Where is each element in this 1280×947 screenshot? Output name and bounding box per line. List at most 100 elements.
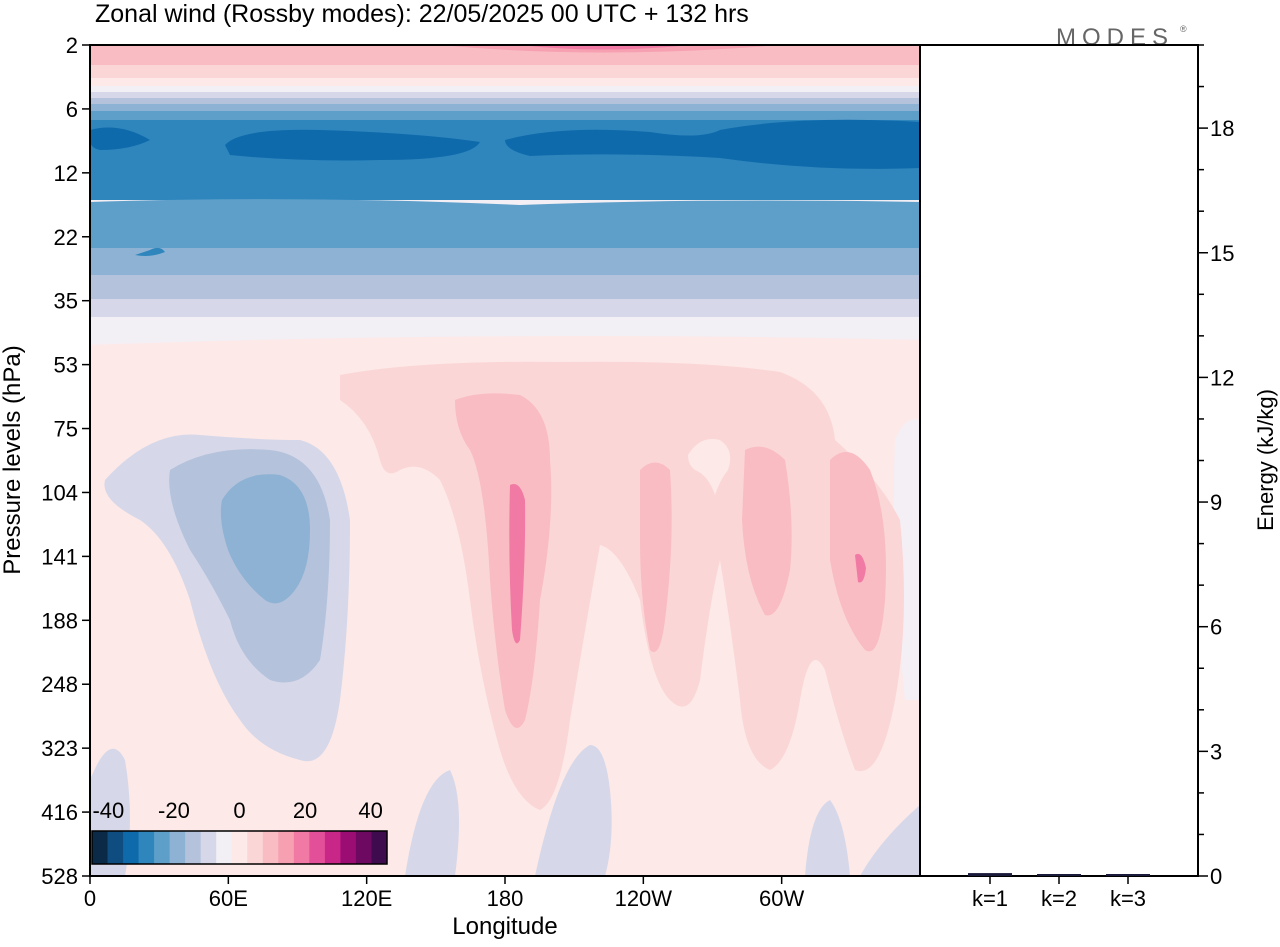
energy-category-label: k=1 xyxy=(972,886,1008,911)
x-tick-label: 60W xyxy=(759,886,804,911)
y-tick-label: 141 xyxy=(41,544,78,569)
colorbar-swatch xyxy=(216,831,233,864)
contour-band xyxy=(90,299,920,317)
energy-category-label: k=3 xyxy=(1110,886,1146,911)
colorbar-swatch xyxy=(309,831,326,864)
contour-band xyxy=(90,65,920,78)
colorbar-swatch xyxy=(185,831,202,864)
contour-band xyxy=(90,248,920,275)
contour-band xyxy=(640,462,672,652)
colorbar-swatch xyxy=(169,831,186,864)
energy-tick-label: 3 xyxy=(1210,739,1222,764)
contour-band xyxy=(860,805,920,876)
contour-band xyxy=(90,78,920,86)
colorbar-tick-label: -20 xyxy=(158,798,190,823)
y-tick-label: 323 xyxy=(41,736,78,761)
energy-tick-label: 9 xyxy=(1210,490,1222,515)
x-axis: 0 60E 120E 180 120W 60W xyxy=(84,876,805,911)
energy-bar xyxy=(1106,874,1150,876)
contour-band xyxy=(90,111,920,120)
contour-band xyxy=(90,45,920,65)
contour-band xyxy=(225,129,480,161)
colorbar-tick-label: 20 xyxy=(293,798,317,823)
colorbar-swatch xyxy=(371,831,388,864)
colorbar-swatch xyxy=(262,831,279,864)
zonal-wind-contour-field xyxy=(90,45,920,876)
modes-logo: MODES xyxy=(1056,24,1174,51)
x-tick-label: 60E xyxy=(209,886,248,911)
energy-panel-frame xyxy=(919,44,1199,877)
contour-band xyxy=(855,553,866,583)
colorbar-swatch xyxy=(231,831,248,864)
x-tick-label: 0 xyxy=(84,886,96,911)
colorbar-swatch xyxy=(293,831,310,864)
x-tick-label: 120E xyxy=(341,886,392,911)
colorbar-swatch xyxy=(278,831,295,864)
colorbar-swatch xyxy=(200,831,217,864)
colorbar-swatch xyxy=(138,831,155,864)
contour-band xyxy=(90,86,920,92)
colorbar-frame xyxy=(91,830,388,865)
energy-tick-label: 15 xyxy=(1210,241,1234,266)
energy-bar xyxy=(968,873,1012,876)
energy-tick-label: 6 xyxy=(1210,615,1222,640)
y-tick-label: 53 xyxy=(54,353,78,378)
y-tick-label: 188 xyxy=(41,608,78,633)
colorbar-tick-label: 0 xyxy=(233,798,245,823)
contour-band xyxy=(520,45,690,50)
y-axis-label: Pressure levels (hPa) xyxy=(0,345,26,574)
colorbar-swatch xyxy=(324,831,341,864)
y-tick-label: 248 xyxy=(41,672,78,697)
contour-band xyxy=(805,800,850,876)
logo-registered-mark: ® xyxy=(1180,24,1187,34)
contour-band xyxy=(509,484,526,644)
energy-bars: k=1 k=2 k=3 xyxy=(968,873,1150,911)
energy-axis: 0 3 6 9 12 15 18 xyxy=(1198,44,1234,889)
energy-tick-label: 18 xyxy=(1210,116,1234,141)
colorbar-swatch xyxy=(107,831,124,864)
contour-band xyxy=(455,393,552,728)
colorbar-tick-label: 40 xyxy=(358,798,382,823)
x-tick-label: 120W xyxy=(615,886,673,911)
contour-band xyxy=(405,770,459,876)
y-tick-label: 528 xyxy=(41,864,78,889)
contour-band xyxy=(135,247,165,256)
contour-band xyxy=(742,446,792,616)
y-tick-label: 104 xyxy=(41,480,78,505)
colorbar-swatch xyxy=(123,831,140,864)
contour-band xyxy=(535,745,612,876)
chart-title: Zonal wind (Rossby modes): 22/05/2025 00… xyxy=(95,0,749,28)
contour-band xyxy=(830,452,886,652)
colorbar-swatch xyxy=(154,831,171,864)
x-tick-label: 180 xyxy=(487,886,524,911)
contour-band xyxy=(90,275,920,299)
contour-band xyxy=(505,119,920,169)
y-tick-label: 12 xyxy=(54,161,78,186)
y-tick-label: 35 xyxy=(54,289,78,314)
energy-tick-label: 12 xyxy=(1210,365,1234,390)
y-tick-label: 75 xyxy=(54,417,78,442)
colorbar-swatch xyxy=(247,831,264,864)
energy-category-label: k=2 xyxy=(1041,886,1077,911)
colorbar-swatch xyxy=(340,831,357,864)
contour-band xyxy=(90,92,920,98)
contour-band xyxy=(220,474,310,604)
y-tick-label: 6 xyxy=(66,97,78,122)
contour-band xyxy=(688,439,731,495)
x-axis-label: Longitude xyxy=(452,913,557,940)
y-tick-label: 22 xyxy=(54,225,78,250)
y-tick-label: 2 xyxy=(66,33,78,58)
contour-band xyxy=(90,199,920,248)
y-axis: 2 6 12 22 35 53 75 104 141 188 248 323 416 528 xyxy=(41,33,90,889)
colorbar-tick-label: -40 xyxy=(92,798,124,823)
energy-axis-label: Energy (kJ/kg) xyxy=(1253,389,1278,531)
colorbar: -40 -20 0 20 40 xyxy=(91,798,388,865)
contour-band xyxy=(90,127,150,150)
y-tick-label: 416 xyxy=(41,800,78,825)
contour-band xyxy=(90,104,920,111)
colorbar-swatch xyxy=(92,831,109,864)
energy-tick-label: 0 xyxy=(1210,864,1222,889)
contour-band xyxy=(90,98,920,104)
